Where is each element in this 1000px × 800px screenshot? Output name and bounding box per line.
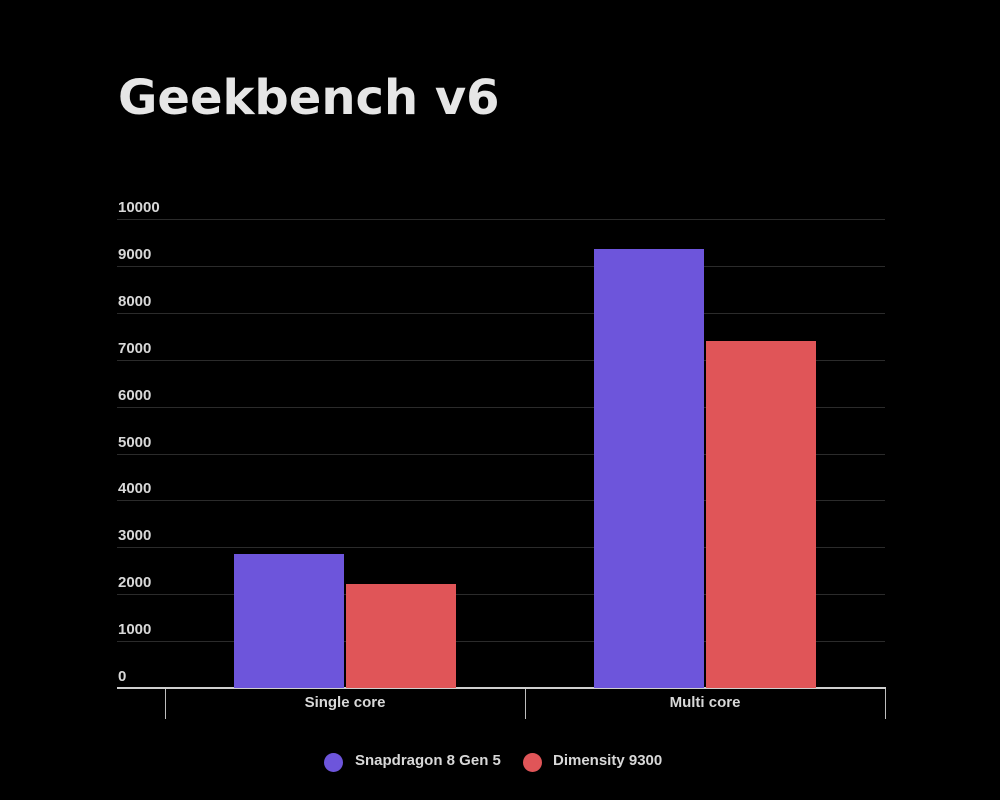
bar-dimensity-9300-single-core [346,584,456,688]
legend-label: Snapdragon 8 Gen 5 [355,752,501,769]
y-tick-label: 1000 [118,621,152,638]
x-category-label: Multi core [669,694,741,711]
category-separator [165,689,166,719]
bar-snapdragon-8-gen-5-single-core [234,554,344,688]
gridline [117,219,885,220]
gridline [117,266,885,267]
x-category-label: Single core [304,694,386,711]
legend-marker-icon [324,753,343,772]
x-axis-line [117,687,886,689]
y-tick-label: 7000 [118,340,152,357]
bar-snapdragon-8-gen-5-multi-core [594,249,704,688]
gridline [117,547,885,548]
y-tick-label: 2000 [118,574,152,591]
y-tick-label: 9000 [118,246,152,263]
gridline [117,454,885,455]
gridline [117,641,885,642]
gridline [117,407,885,408]
gridline [117,360,885,361]
bar-dimensity-9300-multi-core [706,341,816,688]
y-tick-label: 3000 [118,527,152,544]
legend-label: Dimensity 9300 [553,752,663,769]
y-tick-label: 0 [118,668,127,685]
y-tick-label: 6000 [118,387,152,404]
gridline [117,500,885,501]
y-tick-label: 8000 [118,293,152,310]
gridline [117,313,885,314]
category-separator [885,689,886,719]
chart-title: Geekbench v6 [118,70,500,126]
category-separator [525,689,526,719]
y-tick-label: 10000 [118,199,160,216]
legend: Snapdragon 8 Gen 5 Dimensity 9300 [0,750,1000,774]
legend-marker-icon [523,753,542,772]
y-tick-label: 5000 [118,434,152,451]
gridline [117,594,885,595]
y-tick-label: 4000 [118,480,152,497]
